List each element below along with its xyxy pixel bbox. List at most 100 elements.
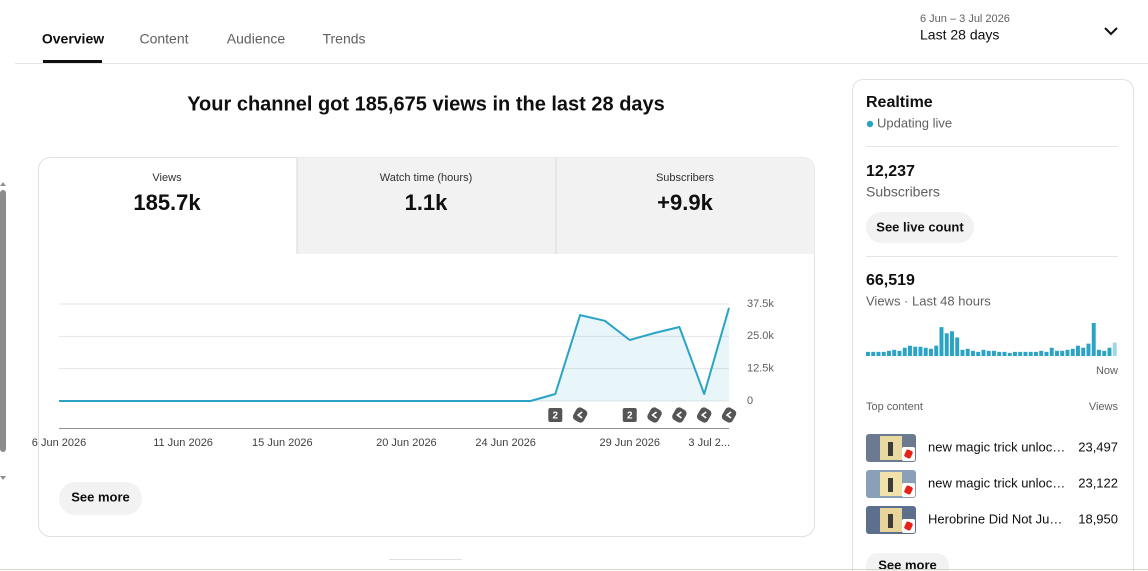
metric-tab[interactable]: Watch time (hours) 1.1k <box>380 172 473 215</box>
chevron <box>1104 27 1118 36</box>
bar <box>1007 352 1012 356</box>
y-tick-label: 25.0k <box>747 330 774 342</box>
bar <box>1070 348 1075 356</box>
bar <box>887 350 891 356</box>
bar <box>1044 351 1049 356</box>
metric-tab[interactable]: Subscribers +9.9k <box>656 172 715 215</box>
scroll-arrow[interactable] <box>0 476 6 480</box>
live-count-button[interactable]: See live count <box>866 212 974 243</box>
thumbnail-art <box>888 442 893 456</box>
bar <box>971 350 975 356</box>
content-row[interactable]: new magic trick unloc… 23,122 <box>866 470 1118 498</box>
short-glyph <box>700 411 707 419</box>
views-chart: 0 12.5k 25.0k 37.5k 6 Jun 2026 11 Jun 2026 15 … <box>32 298 775 449</box>
bar <box>923 347 928 356</box>
bar <box>1034 351 1038 356</box>
bar <box>955 337 960 356</box>
x-tick-label: 20 Jun 2026 <box>376 437 437 449</box>
bar <box>1112 342 1117 356</box>
bar <box>1081 347 1086 356</box>
bar <box>1107 347 1112 356</box>
upload-badge[interactable] <box>622 408 637 422</box>
x-tick-label: 11 Jun 2026 <box>153 437 213 449</box>
metric-label: Watch time (hours) <box>380 172 473 184</box>
content-title: new magic trick unloc… <box>928 475 1065 490</box>
x-tick-label: 3 Jul 2... <box>688 437 730 449</box>
bar <box>866 351 870 356</box>
content-views: 23,122 <box>1078 475 1118 490</box>
bar <box>881 351 886 356</box>
tab[interactable]: Audience <box>227 31 286 47</box>
bar <box>1028 351 1033 356</box>
line <box>59 307 730 402</box>
y-tick-label: 0 <box>747 395 753 407</box>
subscriber-label: Subscribers <box>866 184 940 200</box>
short-glyph <box>725 411 732 419</box>
realtime-title: Realtime <box>866 94 933 111</box>
bar <box>986 350 991 356</box>
button-label: See live count <box>876 219 964 234</box>
bar <box>1039 350 1044 356</box>
metric-value: +9.9k <box>657 190 713 215</box>
top-content-title: Top content <box>866 401 923 413</box>
scroll-arrow[interactable] <box>0 182 6 186</box>
realtime-card <box>852 79 1134 571</box>
short-glyph <box>651 411 658 419</box>
short-icon[interactable] <box>720 406 737 424</box>
content-title: Herobrine Did Not Ju… <box>928 511 1062 526</box>
see-more-button[interactable]: See more <box>866 553 949 571</box>
area <box>59 307 729 401</box>
x-tick-label: 6 Jun 2026 <box>32 437 86 449</box>
scrollbar[interactable] <box>0 190 6 452</box>
content-title: new magic trick unloc… <box>928 439 1065 454</box>
bar <box>1002 351 1007 356</box>
button-label: See more <box>71 489 130 504</box>
bar <box>939 327 944 356</box>
bar <box>944 333 949 356</box>
bar <box>976 351 981 356</box>
content-row[interactable]: new magic trick unloc… 23,497 <box>866 434 1118 462</box>
bar <box>913 346 918 356</box>
date-range-label: Last 28 days <box>920 27 999 43</box>
date-range-picker[interactable]: 6 Jun – 3 Jul 2026 Last 28 days <box>920 13 1118 43</box>
tab[interactable]: Trends <box>322 31 365 47</box>
button-bg <box>866 553 949 571</box>
bar <box>960 349 965 356</box>
metric-value: 185.7k <box>133 190 201 215</box>
bar <box>997 351 1002 356</box>
see-more-button[interactable]: See more <box>59 482 142 515</box>
thumbnail-art <box>888 514 893 528</box>
views-count: 66,519 <box>866 272 915 289</box>
bar <box>1086 343 1091 356</box>
content-row[interactable]: Herobrine Did Not Ju… 18,950 <box>866 506 1118 534</box>
metric-label: Views <box>152 172 182 184</box>
short-icon[interactable] <box>695 406 712 424</box>
bar <box>1091 323 1096 356</box>
tab-underline <box>43 60 102 63</box>
thumbnail-art <box>888 478 893 492</box>
upload-badge[interactable] <box>548 408 563 422</box>
bar <box>1055 350 1059 356</box>
x-tick-label: 15 Jun 2026 <box>252 437 313 449</box>
x-tick-label: 29 Jun 2026 <box>599 437 660 449</box>
bar <box>1049 347 1054 356</box>
metric-label: Subscribers <box>656 172 715 184</box>
bar <box>992 350 996 356</box>
metric-tab[interactable]: Views 185.7k <box>133 172 201 215</box>
short-icon[interactable] <box>646 406 663 424</box>
content-views: 23,497 <box>1078 439 1118 454</box>
bar <box>1102 350 1107 356</box>
y-tick-label: 12.5k <box>747 363 774 375</box>
tab[interactable]: Content <box>139 31 188 47</box>
short-icon[interactable] <box>571 406 588 424</box>
tab[interactable]: Overview <box>42 31 104 47</box>
content-views: 18,950 <box>1078 511 1118 526</box>
views-label: Views · Last 48 hours <box>866 293 991 308</box>
bar <box>981 349 986 356</box>
upload-count: 2 <box>627 411 633 422</box>
bar <box>1065 349 1070 356</box>
short-glyph <box>576 411 583 419</box>
short-icon[interactable] <box>671 406 688 424</box>
